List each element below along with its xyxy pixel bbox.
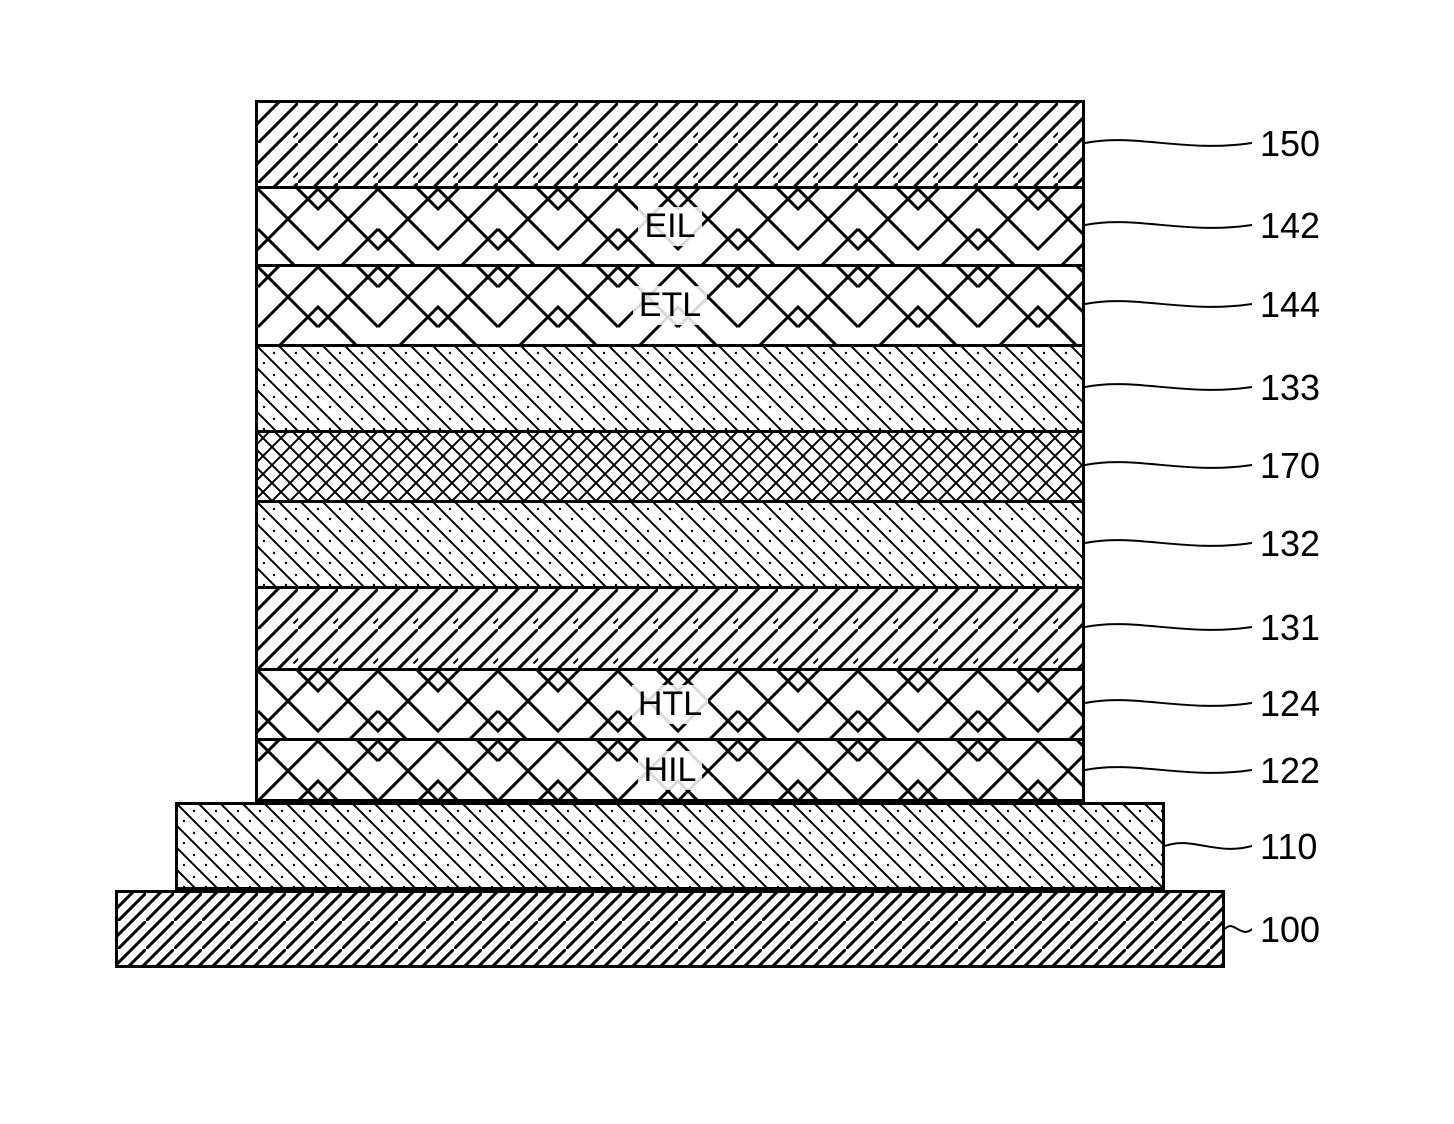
leader-133 xyxy=(1085,375,1252,399)
layer-142: EIL xyxy=(255,186,1085,264)
leader-124 xyxy=(1085,691,1252,715)
layer-110 xyxy=(175,802,1165,890)
label-133: 133 xyxy=(1260,367,1320,409)
label-124: 124 xyxy=(1260,683,1320,725)
layer-122: HIL xyxy=(255,738,1085,802)
leader-110 xyxy=(1165,834,1252,858)
label-122: 122 xyxy=(1260,750,1320,792)
layer-133 xyxy=(255,344,1085,430)
leader-100 xyxy=(1225,917,1252,941)
label-132: 132 xyxy=(1260,523,1320,565)
leader-131 xyxy=(1085,615,1252,639)
label-144: 144 xyxy=(1260,284,1320,326)
leader-170 xyxy=(1085,453,1252,477)
layer-132 xyxy=(255,500,1085,586)
label-150: 150 xyxy=(1260,123,1320,165)
leader-150 xyxy=(1085,131,1252,155)
label-170: 170 xyxy=(1260,445,1320,487)
leader-144 xyxy=(1085,292,1252,316)
leader-132 xyxy=(1085,531,1252,555)
layer-text-122: HIL xyxy=(638,751,703,790)
layer-100 xyxy=(115,890,1225,968)
layer-150 xyxy=(255,100,1085,186)
leader-122 xyxy=(1085,758,1252,782)
leader-142 xyxy=(1085,213,1252,237)
label-100: 100 xyxy=(1260,909,1320,951)
layer-text-142: EIL xyxy=(638,207,701,246)
layer-170 xyxy=(255,430,1085,500)
label-110: 110 xyxy=(1260,826,1317,868)
layer-144: ETL xyxy=(255,264,1085,344)
layer-text-144: ETL xyxy=(633,286,707,325)
label-131: 131 xyxy=(1260,607,1320,649)
label-142: 142 xyxy=(1260,205,1320,247)
layer-text-124: HTL xyxy=(632,685,708,724)
layer-124: HTL xyxy=(255,668,1085,738)
layer-131 xyxy=(255,586,1085,668)
